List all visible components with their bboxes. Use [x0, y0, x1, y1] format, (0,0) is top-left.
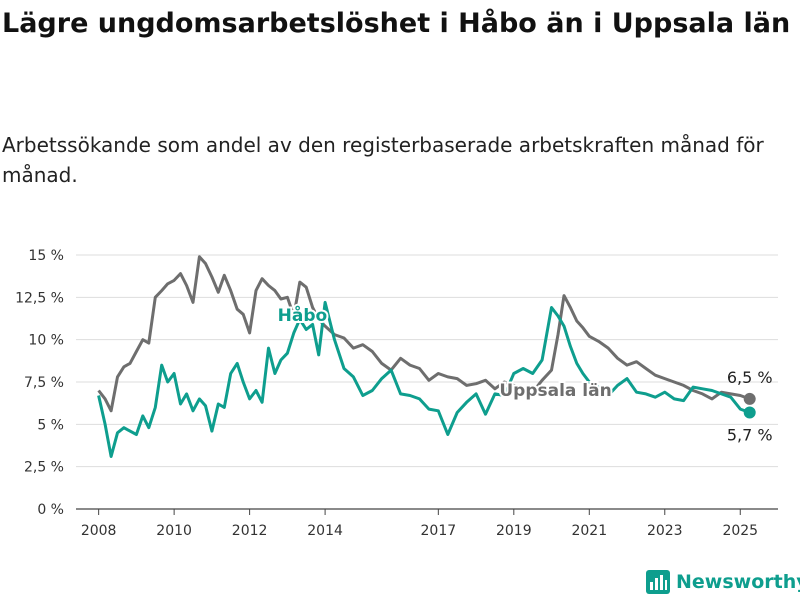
y-tick-label: 10 %	[28, 333, 64, 349]
end-point-habo	[743, 406, 756, 419]
y-axis: 0 % 2,5 % 5 % 7,5 % 10 % 12,5 % 15 %	[15, 248, 64, 518]
bar-chart-logo-icon	[646, 570, 670, 594]
series-label-habo: Håbo	[278, 304, 328, 326]
chart-subtitle: Arbetssökande som andel av den registerb…	[2, 133, 764, 187]
x-tick-label: 2008	[81, 523, 117, 539]
y-tick-label: 15 %	[28, 248, 64, 264]
x-tick-label: 2010	[156, 523, 192, 539]
end-value-label-habo: 5,7 %	[727, 425, 773, 444]
grid-lines	[76, 254, 778, 510]
series-label-uppsala: Uppsala län	[499, 381, 611, 401]
end-point-uppsala	[743, 392, 756, 405]
series-line-habo	[97, 300, 751, 458]
x-tick-label: 2025	[722, 523, 758, 539]
newsworthy-logo: Newsworthy	[646, 570, 800, 594]
x-axis: 2008 2010 2012 2014 2017 2019 2021 2023 2025	[81, 509, 758, 539]
x-tick-label: 2012	[232, 523, 268, 539]
y-tick-label: 12,5 %	[15, 290, 64, 306]
series-labels: 6,5 % 5,7 % Uppsala län Håbo	[276, 302, 773, 444]
x-tick-label: 2023	[647, 523, 683, 539]
series-lines	[97, 255, 756, 458]
y-tick-label: 0 %	[37, 502, 64, 518]
x-tick-label: 2019	[496, 523, 532, 539]
x-tick-label: 2014	[307, 523, 343, 539]
end-value-label-uppsala: 6,5 %	[727, 368, 773, 387]
y-tick-label: 7,5 %	[24, 375, 64, 391]
chart-title: Lägre ungdomsarbetslöshet i Håbo än i Up…	[2, 8, 791, 39]
y-tick-label: 5 %	[37, 417, 64, 433]
x-tick-label: 2017	[421, 523, 457, 539]
series-line-uppsala	[97, 255, 751, 413]
y-tick-label: 2,5 %	[24, 460, 64, 476]
brand-name: Newsworthy	[676, 571, 800, 593]
x-tick-label: 2021	[571, 523, 607, 539]
